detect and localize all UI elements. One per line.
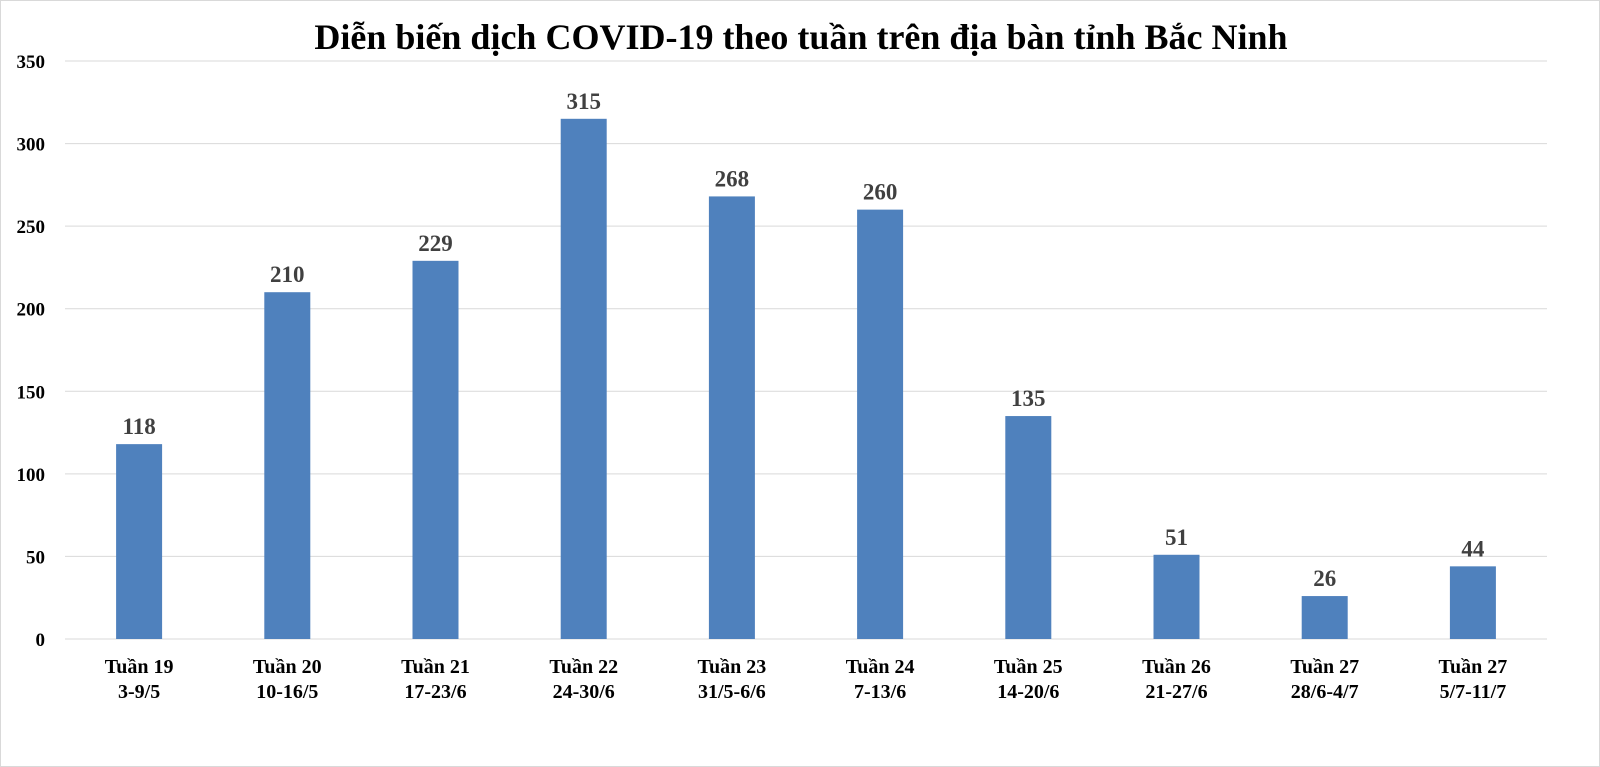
x-tick-label: 3-9/5 — [118, 681, 160, 703]
bar — [1449, 566, 1496, 639]
data-label: 268 — [715, 166, 750, 191]
x-tick-label: 10-16/5 — [256, 681, 318, 703]
data-label: 44 — [1461, 536, 1485, 561]
x-tick-label: 14-20/6 — [997, 681, 1059, 703]
y-tick-label: 0 — [36, 630, 46, 651]
x-tick-label: 28/6-4/7 — [1291, 681, 1359, 703]
x-tick-label: Tuần 24 — [846, 656, 915, 678]
bar — [116, 444, 163, 639]
x-axis: Tuần 19 3-9/5 Tuần 20 10-16/5 Tuần 21 17-23/6… — [105, 656, 1508, 703]
bars — [116, 118, 1496, 640]
y-axis: 0 50 100 150 200 250 300 350 — [17, 52, 46, 651]
y-tick-label: 150 — [17, 382, 46, 403]
y-tick-label: 300 — [17, 135, 46, 156]
y-tick-label: 100 — [17, 465, 46, 486]
x-tick-label: 31/5-6/6 — [698, 681, 766, 703]
bar — [412, 260, 459, 639]
data-label: 210 — [270, 262, 305, 287]
x-tick-label: Tuần 26 — [1142, 656, 1211, 678]
y-tick-label: 50 — [26, 547, 45, 568]
data-labels: 118 210 229 315 268 260 135 51 26 44 — [122, 89, 1484, 591]
x-tick-label: Tuần 25 — [994, 656, 1063, 678]
data-label: 135 — [1011, 386, 1046, 411]
data-label: 118 — [122, 414, 155, 439]
x-tick-label: 24-30/6 — [553, 681, 615, 703]
data-label: 26 — [1313, 566, 1336, 591]
y-tick-label: 350 — [17, 52, 46, 73]
x-tick-label: 17-23/6 — [404, 681, 466, 703]
data-label: 315 — [566, 89, 601, 114]
data-label: 51 — [1165, 525, 1188, 550]
chart-title: Diễn biến dịch COVID-19 theo tuần trên đ… — [314, 17, 1287, 57]
bar — [560, 118, 607, 640]
y-tick-label: 250 — [17, 217, 46, 238]
gridlines — [65, 60, 1547, 640]
x-tick-label: Tuần 27 — [1439, 656, 1508, 678]
bar — [1153, 554, 1200, 639]
y-tick-label: 200 — [17, 300, 46, 321]
x-tick-label: Tuần 19 — [105, 656, 174, 678]
x-tick-label: 5/7-11/7 — [1440, 681, 1507, 703]
x-tick-label: Tuần 27 — [1290, 656, 1359, 678]
x-tick-label: Tuần 22 — [549, 656, 618, 678]
bar — [264, 292, 311, 639]
bar — [1005, 416, 1052, 639]
x-tick-label: Tuần 23 — [698, 656, 767, 678]
x-tick-label: 7-13/6 — [854, 681, 906, 703]
x-tick-label: Tuần 20 — [253, 656, 322, 678]
x-tick-label: 21-27/6 — [1145, 681, 1207, 703]
bar — [857, 209, 904, 639]
bar — [1301, 596, 1348, 639]
data-label: 229 — [418, 231, 453, 256]
data-label: 260 — [863, 180, 898, 205]
x-tick-label: Tuần 21 — [401, 656, 470, 678]
bar — [708, 196, 755, 639]
